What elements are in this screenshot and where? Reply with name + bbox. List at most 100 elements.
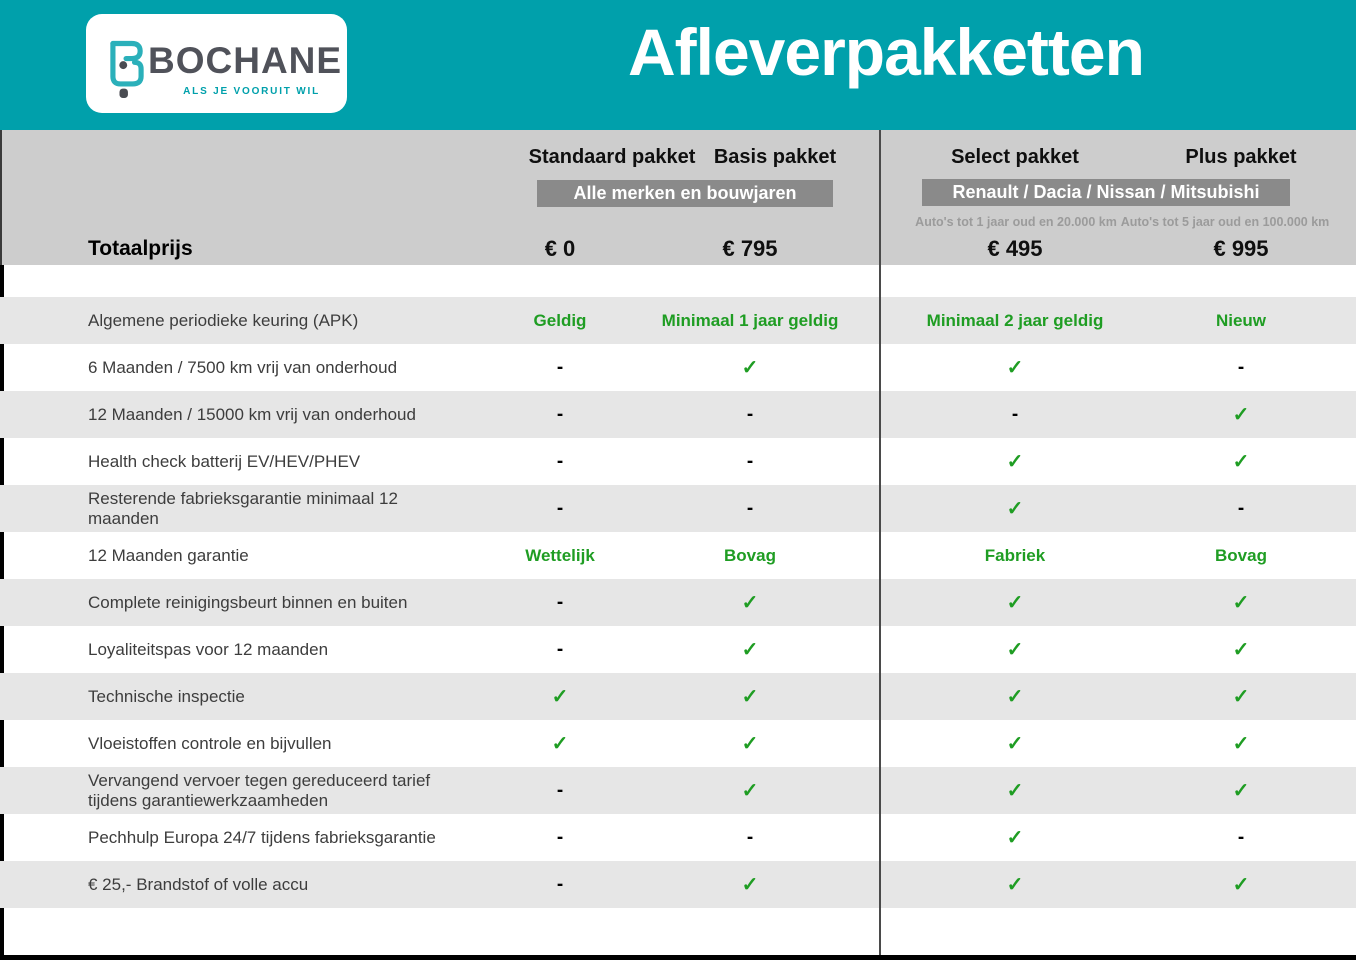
check-icon: ✓ [1232, 404, 1250, 426]
check-icon: ✓ [1232, 686, 1250, 708]
check-icon: ✓ [551, 686, 569, 708]
price-standaard: € 0 [544, 235, 576, 261]
value-cell: - [635, 451, 865, 473]
value-cell: ✓ [1138, 684, 1344, 709]
value-cell: ✓ [1138, 637, 1344, 662]
total-price-row: Totaalprijs € 0 € 795 € 495 € 995 [0, 232, 1356, 265]
value-text: Bovag [1215, 545, 1267, 565]
value-cell: ✓ [880, 449, 1150, 474]
check-icon: ✓ [1232, 733, 1250, 755]
feature-label: 12 Maanden garantie [88, 545, 249, 565]
table-row: Resterende fabrieksgarantie minimaal 12 … [0, 485, 1356, 532]
value-text: Minimaal 2 jaar geldig [926, 310, 1104, 330]
value-cell: ✓ [635, 778, 865, 803]
dash-icon: - [1011, 403, 1019, 425]
dash-icon: - [1237, 826, 1245, 848]
table-row: Health check batterij EV/HEV/PHEV - - ✓ ✓ [0, 438, 1356, 485]
table-row: Vervangend vervoer tegen gereduceerd tar… [0, 767, 1356, 814]
plus-pakket-subtitle: Auto's tot 5 jaar oud en 100.000 km [1120, 215, 1330, 229]
value-cell: Nieuw [1138, 311, 1344, 331]
value-text: Nieuw [1215, 310, 1267, 330]
column-plus-pakket: Plus pakket [1185, 146, 1297, 168]
dash-icon: - [1237, 356, 1245, 378]
column-select-pakket: Select pakket [951, 146, 1079, 168]
value-cell: - [635, 827, 865, 849]
logo-chin [119, 88, 128, 98]
check-icon: ✓ [741, 780, 759, 802]
feature-label: Complete reinigingsbeurt binnen en buite… [88, 592, 408, 612]
check-icon: ✓ [741, 357, 759, 379]
logo-dot [119, 61, 128, 70]
dash-icon: - [556, 591, 564, 613]
check-icon: ✓ [1232, 592, 1250, 614]
value-text: Geldig [533, 310, 587, 330]
dash-icon: - [556, 497, 564, 519]
feature-label: Algemene periodieke keuring (APK) [88, 310, 359, 330]
value-cell: ✓ [1138, 449, 1344, 474]
brand-logo: BOCHANE ALS JE VOORUIT WIL [86, 14, 347, 113]
bottom-black-bar [0, 955, 1356, 960]
value-cell: ✓ [635, 872, 865, 897]
check-icon: ✓ [1006, 733, 1024, 755]
feature-label: Technische inspectie [88, 686, 245, 706]
value-cell: - [635, 404, 865, 426]
table-row: 12 Maanden / 15000 km vrij van onderhoud… [0, 391, 1356, 438]
feature-label: Resterende fabrieksgarantie minimaal 12 … [88, 488, 398, 528]
table-row: € 25,- Brandstof of volle accu - ✓ ✓ ✓ [0, 861, 1356, 908]
value-cell: - [470, 874, 650, 896]
table-row: Loyaliteitspas voor 12 maanden - ✓ ✓ ✓ [0, 626, 1356, 673]
value-cell: - [635, 498, 865, 520]
feature-rows: Algemene periodieke keuring (APK) Geldig M… [0, 297, 1356, 908]
check-icon: ✓ [1232, 451, 1250, 473]
dash-icon: - [556, 873, 564, 895]
value-text: Fabriek [984, 545, 1046, 565]
check-icon: ✓ [1006, 357, 1024, 379]
value-cell: - [470, 357, 650, 379]
table-row: Vloeistoffen controle en bijvullen ✓ ✓ ✓ ✓ [0, 720, 1356, 767]
check-icon: ✓ [1006, 827, 1024, 849]
badge-brands: Renault / Dacia / Nissan / Mitsubishi [922, 179, 1290, 206]
value-cell: ✓ [880, 355, 1150, 380]
check-icon: ✓ [741, 639, 759, 661]
check-icon: ✓ [1232, 780, 1250, 802]
dash-icon: - [556, 356, 564, 378]
value-cell: - [1138, 827, 1344, 849]
bottom-filler-row [0, 908, 1356, 955]
value-cell: - [880, 404, 1150, 426]
feature-label: Loyaliteitspas voor 12 maanden [88, 639, 329, 659]
price-basis: € 795 [722, 235, 778, 261]
column-standaard-pakket: Standaard pakket [528, 146, 696, 168]
value-cell: - [470, 498, 650, 520]
dash-icon: - [556, 779, 564, 801]
value-text: Bovag [724, 545, 776, 565]
value-cell: ✓ [880, 684, 1150, 709]
table-row: 6 Maanden / 7500 km vrij van onderhoud - ✓… [0, 344, 1356, 391]
value-text: Minimaal 1 jaar geldig [661, 310, 839, 330]
value-cell: Fabriek [880, 546, 1150, 566]
dash-icon: - [746, 450, 754, 472]
feature-table: Algemene periodieke keuring (APK) Geldig M… [0, 265, 1356, 955]
dash-icon: - [746, 826, 754, 848]
value-cell: - [470, 827, 650, 849]
value-cell: - [1138, 357, 1344, 379]
value-cell: ✓ [635, 355, 865, 380]
value-cell: ✓ [880, 590, 1150, 615]
bochane-logo-icon [110, 40, 144, 98]
feature-label: Health check batterij EV/HEV/PHEV [88, 451, 361, 471]
value-cell: ✓ [880, 872, 1150, 897]
check-icon: ✓ [551, 733, 569, 755]
value-cell: ✓ [880, 496, 1150, 521]
check-icon: ✓ [741, 686, 759, 708]
table-row: 12 Maanden garantie Wettelijk Bovag Fabriek… [0, 532, 1356, 579]
value-cell: Bovag [1138, 546, 1344, 566]
value-cell: ✓ [1138, 731, 1344, 756]
brand-tagline: ALS JE VOORUIT WIL [183, 86, 320, 97]
check-icon: ✓ [1006, 874, 1024, 896]
value-cell: ✓ [1138, 778, 1344, 803]
dash-icon: - [1237, 497, 1245, 519]
check-icon: ✓ [1006, 686, 1024, 708]
feature-label: 6 Maanden / 7500 km vrij van onderhoud [88, 357, 398, 377]
price-plus: € 995 [1213, 235, 1269, 261]
gap-row [0, 265, 1356, 297]
